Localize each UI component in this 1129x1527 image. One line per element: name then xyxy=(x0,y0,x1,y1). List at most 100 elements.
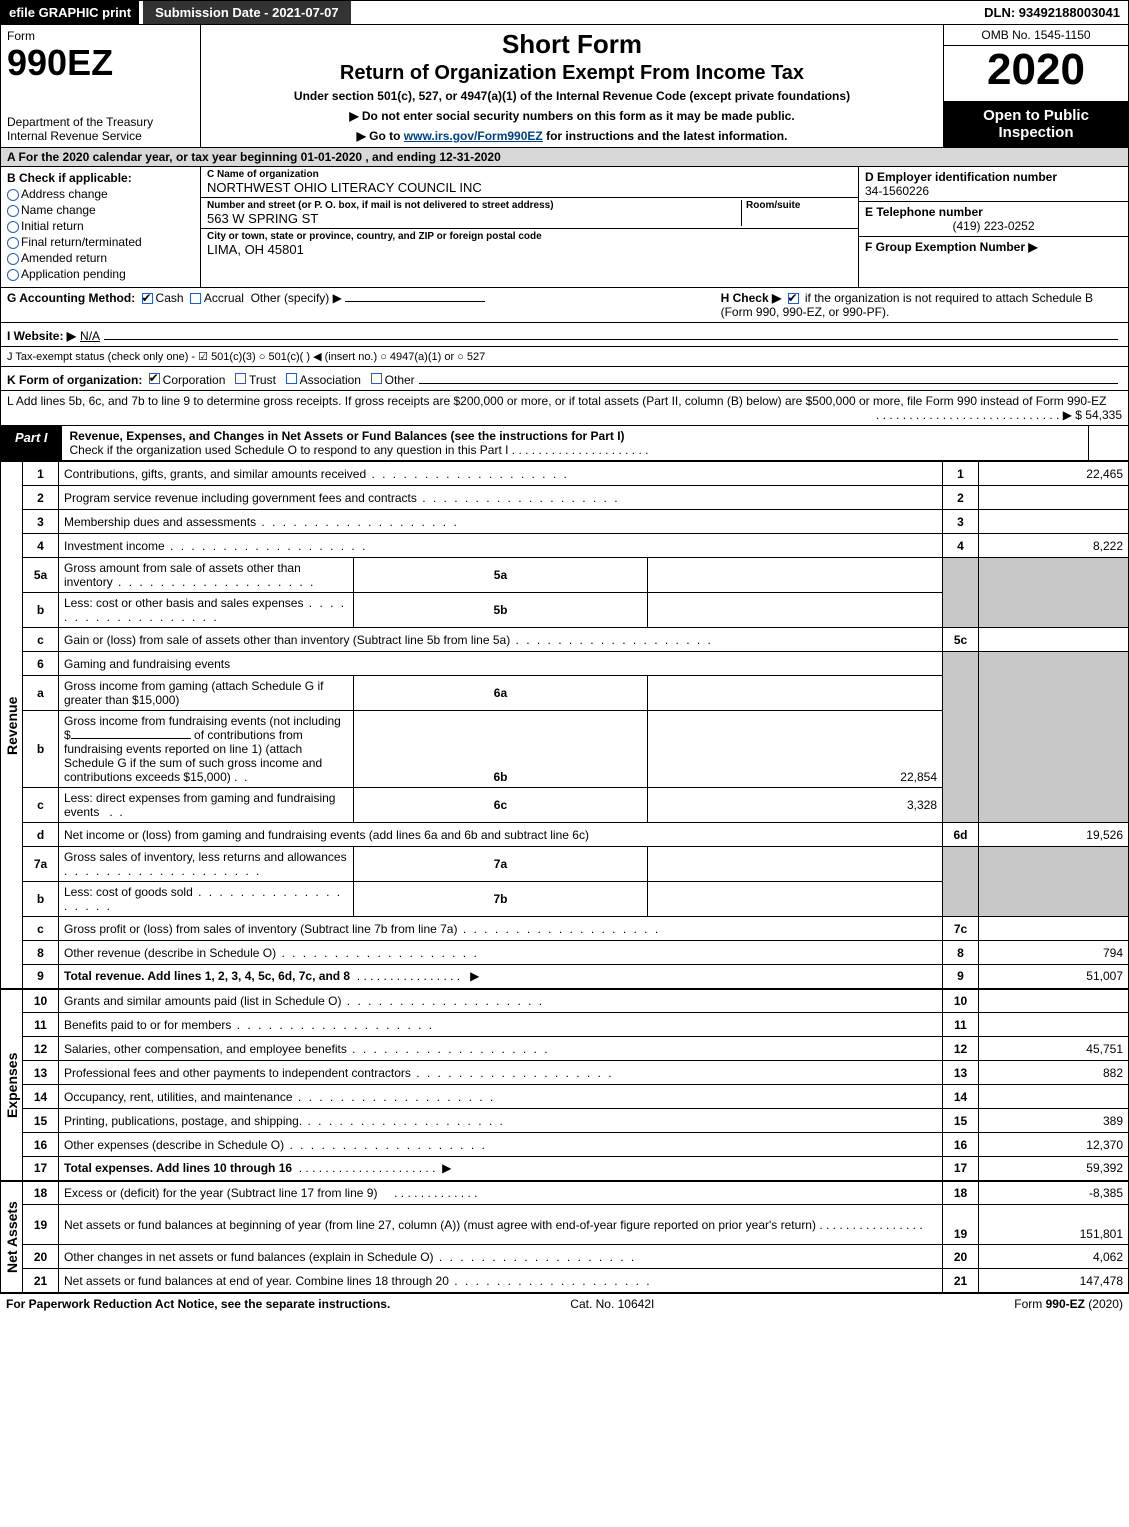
line-2: 2 Program service revenue including gove… xyxy=(1,486,1129,510)
h-pre: H Check ▶ xyxy=(721,291,785,305)
l8-num: 8 xyxy=(943,941,979,965)
part-i-header: Part I Revenue, Expenses, and Changes in… xyxy=(0,426,1129,461)
l21-amt: 147,478 xyxy=(979,1269,1129,1293)
l-amt: ▶ $ 54,335 xyxy=(1063,408,1122,422)
chk-trust[interactable] xyxy=(235,373,246,384)
chk-initial-return[interactable]: Initial return xyxy=(7,219,194,233)
warning-ssn: ▶ Do not enter social security numbers o… xyxy=(209,109,935,123)
l9-d: Total revenue. Add lines 1, 2, 3, 4, 5c,… xyxy=(64,969,350,983)
dept-treasury: Department of the Treasury xyxy=(7,115,194,129)
l14-num: 14 xyxy=(943,1085,979,1109)
part-i-sub: Check if the organization used Schedule … xyxy=(70,443,509,457)
chk-address-change[interactable]: Address change xyxy=(7,187,194,201)
l21-num: 21 xyxy=(943,1269,979,1293)
l9-n: 9 xyxy=(23,965,59,989)
l11-num: 11 xyxy=(943,1013,979,1037)
l5b-sub: 5b xyxy=(353,593,648,628)
l3-amt xyxy=(979,510,1129,534)
l18-num: 18 xyxy=(943,1181,979,1205)
l7b-n: b xyxy=(23,882,59,917)
l6d-n: d xyxy=(23,823,59,847)
line-7a: 7a Gross sales of inventory, less return… xyxy=(1,847,1129,882)
l11-amt xyxy=(979,1013,1129,1037)
l2-num: 2 xyxy=(943,486,979,510)
block-b: B Check if applicable: Address change Na… xyxy=(1,167,201,287)
part-i-checkbox-cell xyxy=(1088,426,1128,460)
l8-n: 8 xyxy=(23,941,59,965)
l12-amt: 45,751 xyxy=(979,1037,1129,1061)
submission-date: Submission Date - 2021-07-07 xyxy=(143,1,351,24)
chk-assoc[interactable] xyxy=(286,373,297,384)
expenses-label: Expenses xyxy=(1,989,23,1181)
irs-link[interactable]: www.irs.gov/Form990EZ xyxy=(404,129,543,143)
h-text: if the organization is not required to a… xyxy=(805,291,1093,305)
i-label: I Website: ▶ xyxy=(7,329,76,343)
chk-corp[interactable] xyxy=(149,373,160,384)
open-inspection: Open to Public Inspection xyxy=(944,101,1128,147)
l6c-subamt: 3,328 xyxy=(648,788,943,823)
l16-d: Other expenses (describe in Schedule O) xyxy=(64,1138,487,1152)
l2-amt xyxy=(979,486,1129,510)
l17-amt: 59,392 xyxy=(979,1157,1129,1181)
l5b-subamt xyxy=(648,593,943,628)
l7b-subamt xyxy=(648,882,943,917)
line-21: 21 Net assets or fund balances at end of… xyxy=(1,1269,1129,1293)
subtitle: Under section 501(c), 527, or 4947(a)(1)… xyxy=(209,89,935,103)
goto-line: ▶ Go to www.irs.gov/Form990EZ for instru… xyxy=(209,129,935,143)
line-17: 17 Total expenses. Add lines 10 through … xyxy=(1,1157,1129,1181)
l18-d: Excess or (deficit) for the year (Subtra… xyxy=(64,1186,377,1200)
l5a-subamt xyxy=(648,558,943,593)
ein-label: D Employer identification number xyxy=(865,170,1122,184)
row-k: K Form of organization: Corporation Trus… xyxy=(0,367,1129,391)
tel-row: E Telephone number (419) 223-0252 xyxy=(859,202,1128,237)
chk-amended-return[interactable]: Amended return xyxy=(7,251,194,265)
l5b-d: Less: cost or other basis and sales expe… xyxy=(64,596,346,624)
ein-row: D Employer identification number 34-1560… xyxy=(859,167,1128,202)
l7b-sub: 7b xyxy=(353,882,648,917)
i-website: N/A xyxy=(80,329,100,343)
chk-other-org[interactable] xyxy=(371,373,382,384)
block-d: D Employer identification number 34-1560… xyxy=(858,167,1128,287)
l-text: L Add lines 5b, 6c, and 7b to line 9 to … xyxy=(7,394,1106,408)
l21-n: 21 xyxy=(23,1269,59,1293)
l15-amt: 389 xyxy=(979,1109,1129,1133)
line-14: 14 Occupancy, rent, utilities, and maint… xyxy=(1,1085,1129,1109)
l6b-d: Gross income from fundraising events (no… xyxy=(59,711,354,788)
l6c-n: c xyxy=(23,788,59,823)
goto-pre: ▶ Go to xyxy=(357,129,404,143)
l18-n: 18 xyxy=(23,1181,59,1205)
netassets-label: Net Assets xyxy=(1,1181,23,1293)
chk-accrual[interactable] xyxy=(190,293,201,304)
line-18: Net Assets 18 Excess or (deficit) for th… xyxy=(1,1181,1129,1205)
chk-h[interactable] xyxy=(788,293,799,304)
efile-print-button[interactable]: efile GRAPHIC print xyxy=(1,1,139,24)
line-12: 12 Salaries, other compensation, and emp… xyxy=(1,1037,1129,1061)
l5a-n: 5a xyxy=(23,558,59,593)
l2-n: 2 xyxy=(23,486,59,510)
l14-n: 14 xyxy=(23,1085,59,1109)
line-19: 19 Net assets or fund balances at beginn… xyxy=(1,1205,1129,1245)
chk-cash[interactable] xyxy=(142,293,153,304)
city-label: City or town, state or province, country… xyxy=(207,231,852,242)
city: LIMA, OH 45801 xyxy=(207,242,852,257)
l13-d: Professional fees and other payments to … xyxy=(64,1066,614,1080)
l13-num: 13 xyxy=(943,1061,979,1085)
l5c-n: c xyxy=(23,628,59,652)
chk-final-return[interactable]: Final return/terminated xyxy=(7,235,194,249)
l12-d: Salaries, other compensation, and employ… xyxy=(64,1042,550,1056)
line-6: 6 Gaming and fundraising events xyxy=(1,652,1129,676)
chk-application-pending[interactable]: Application pending xyxy=(7,267,194,281)
l4-n: 4 xyxy=(23,534,59,558)
l7c-n: c xyxy=(23,917,59,941)
l20-n: 20 xyxy=(23,1245,59,1269)
chk-name-change[interactable]: Name change xyxy=(7,203,194,217)
org-name-cell: C Name of organization NORTHWEST OHIO LI… xyxy=(201,167,858,198)
l10-d: Grants and similar amounts paid (list in… xyxy=(64,994,544,1008)
line-15: 15 Printing, publications, postage, and … xyxy=(1,1109,1129,1133)
l15-d: Printing, publications, postage, and shi… xyxy=(64,1114,505,1128)
line-1: Revenue 1 Contributions, gifts, grants, … xyxy=(1,462,1129,486)
k-label: K Form of organization: xyxy=(7,373,142,387)
dept-irs: Internal Revenue Service xyxy=(7,129,194,143)
l16-n: 16 xyxy=(23,1133,59,1157)
l19-num: 19 xyxy=(943,1205,979,1245)
